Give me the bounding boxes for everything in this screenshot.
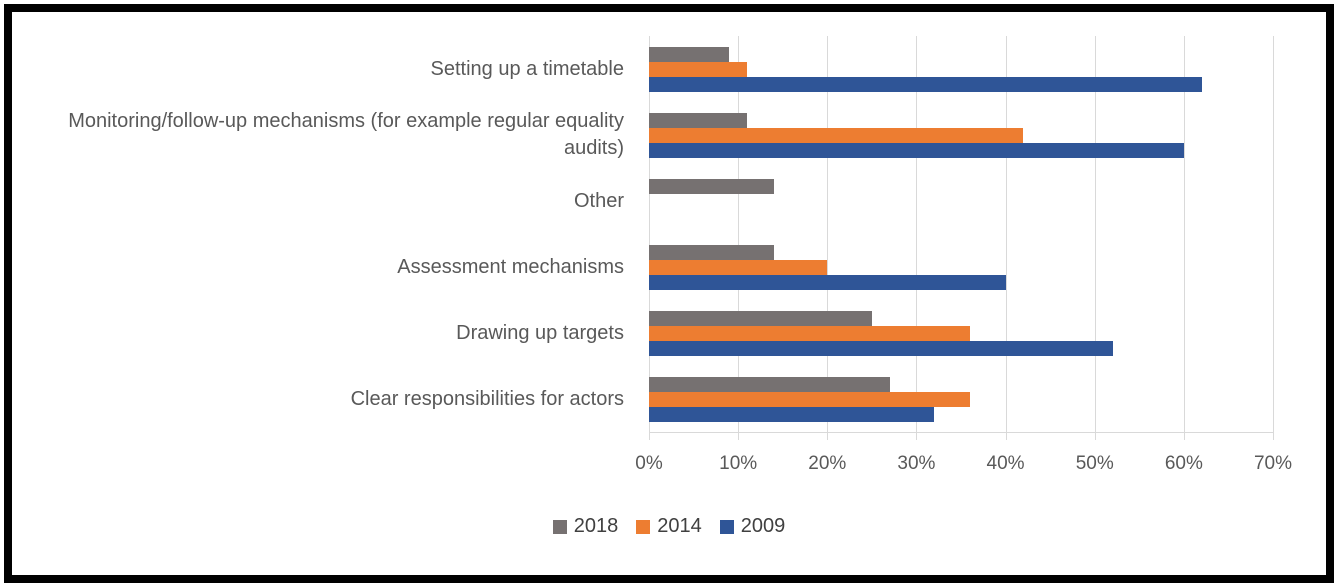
category-axis: Setting up a timetable Monitoring/follow-…: [20, 36, 624, 432]
x-tick-label-30%: 30%: [897, 453, 936, 474]
bar-2014-category-1: [649, 61, 748, 77]
legend-label-2009: 2009: [740, 515, 786, 537]
bar-2014-category-2: [649, 127, 1024, 143]
gridline-70%: [1273, 36, 1274, 432]
x-tick-mark-40%: [1005, 433, 1007, 440]
bar-2009-category-6: [649, 406, 935, 422]
legend-swatch-2018: [552, 519, 567, 534]
legend-label-2014: 2014: [657, 515, 702, 537]
bar-2009-category-5: [649, 340, 1113, 356]
x-axis-ticks: [649, 433, 1274, 441]
x-tick-mark-50%: [1094, 433, 1096, 440]
legend-swatch-2009: [719, 519, 734, 534]
x-tick-label-50%: 50%: [1075, 453, 1114, 474]
x-tick-label-0%: 0%: [635, 453, 663, 474]
x-axis-line: [649, 432, 1274, 433]
bar-2018-category-5: [649, 310, 872, 326]
gridline-0%: [649, 36, 650, 432]
gridline-30%: [916, 36, 918, 432]
bar-group-3: [649, 168, 1273, 234]
gridline-40%: [1005, 36, 1007, 432]
bar-2014-category-5: [649, 325, 970, 341]
category-label-2: Monitoring/follow-up mechanisms (for exa…: [20, 102, 624, 168]
category-label-5: Drawing up targets: [20, 300, 624, 366]
legend-item-2009: 2009: [719, 515, 786, 538]
bar-2018-category-3: [649, 178, 774, 194]
category-label-6: Clear responsibilities for actors: [20, 366, 624, 432]
x-tick-label-20%: 20%: [808, 453, 847, 474]
bar-2018-category-2: [649, 112, 748, 128]
x-tick-mark-10%: [738, 433, 740, 440]
category-label-text: Other: [573, 189, 624, 212]
bar-2018-category-6: [649, 376, 890, 392]
gridline-60%: [1183, 36, 1185, 432]
category-label-text: Monitoring/follow-up mechanisms (for exa…: [68, 110, 624, 159]
legend-item-2014: 2014: [636, 515, 702, 538]
x-tick-mark-0%: [649, 433, 650, 440]
category-label-text: Clear responsibilities for actors: [350, 387, 624, 410]
x-axis-tick-labels: 0% 10% 20% 30% 40% 50% 60% 70%: [635, 453, 1292, 479]
figure-border: [4, 4, 1334, 583]
x-tick-mark-70%: [1273, 433, 1274, 440]
category-label-4: Assessment mechanisms: [20, 234, 624, 300]
category-label-1: Setting up a timetable: [20, 36, 624, 102]
plot-area: [649, 36, 1274, 432]
x-tick-label-40%: 40%: [986, 453, 1025, 474]
gridline-50%: [1094, 36, 1096, 432]
bar-group-5: [649, 300, 1273, 366]
category-label-3: Other: [20, 168, 624, 234]
legend-swatch-2014: [636, 519, 651, 534]
x-tick-label-60%: 60%: [1164, 453, 1203, 474]
x-tick-mark-30%: [916, 433, 918, 440]
chart-legend: 2018 2014 2009: [0, 515, 1338, 538]
legend-label-2018: 2018: [573, 515, 619, 537]
bar-2009-category-1: [649, 76, 1202, 92]
bar-group-4: [649, 234, 1273, 300]
x-tick-mark-20%: [827, 433, 829, 440]
bar-group-6: [649, 366, 1273, 432]
legend-item-2018: 2018: [552, 515, 619, 538]
gridline-20%: [827, 36, 829, 432]
category-label-text: Setting up a timetable: [430, 57, 624, 80]
bar-2009-category-4: [649, 274, 1006, 290]
x-tick-label-10%: 10%: [719, 453, 758, 474]
bar-2014-category-6: [649, 391, 970, 407]
bar-group-2: [649, 102, 1273, 168]
bar-2014-category-4: [649, 259, 828, 275]
x-tick-mark-60%: [1183, 433, 1185, 440]
category-label-text: Drawing up targets: [456, 321, 624, 344]
category-label-text: Assessment mechanisms: [397, 255, 624, 278]
x-tick-label-70%: 70%: [1253, 453, 1293, 474]
gridline-10%: [738, 36, 740, 432]
bar-2018-category-1: [649, 46, 730, 62]
bar-2018-category-4: [649, 244, 774, 260]
bar-group-1: [649, 36, 1273, 102]
bar-2009-category-2: [649, 142, 1184, 158]
